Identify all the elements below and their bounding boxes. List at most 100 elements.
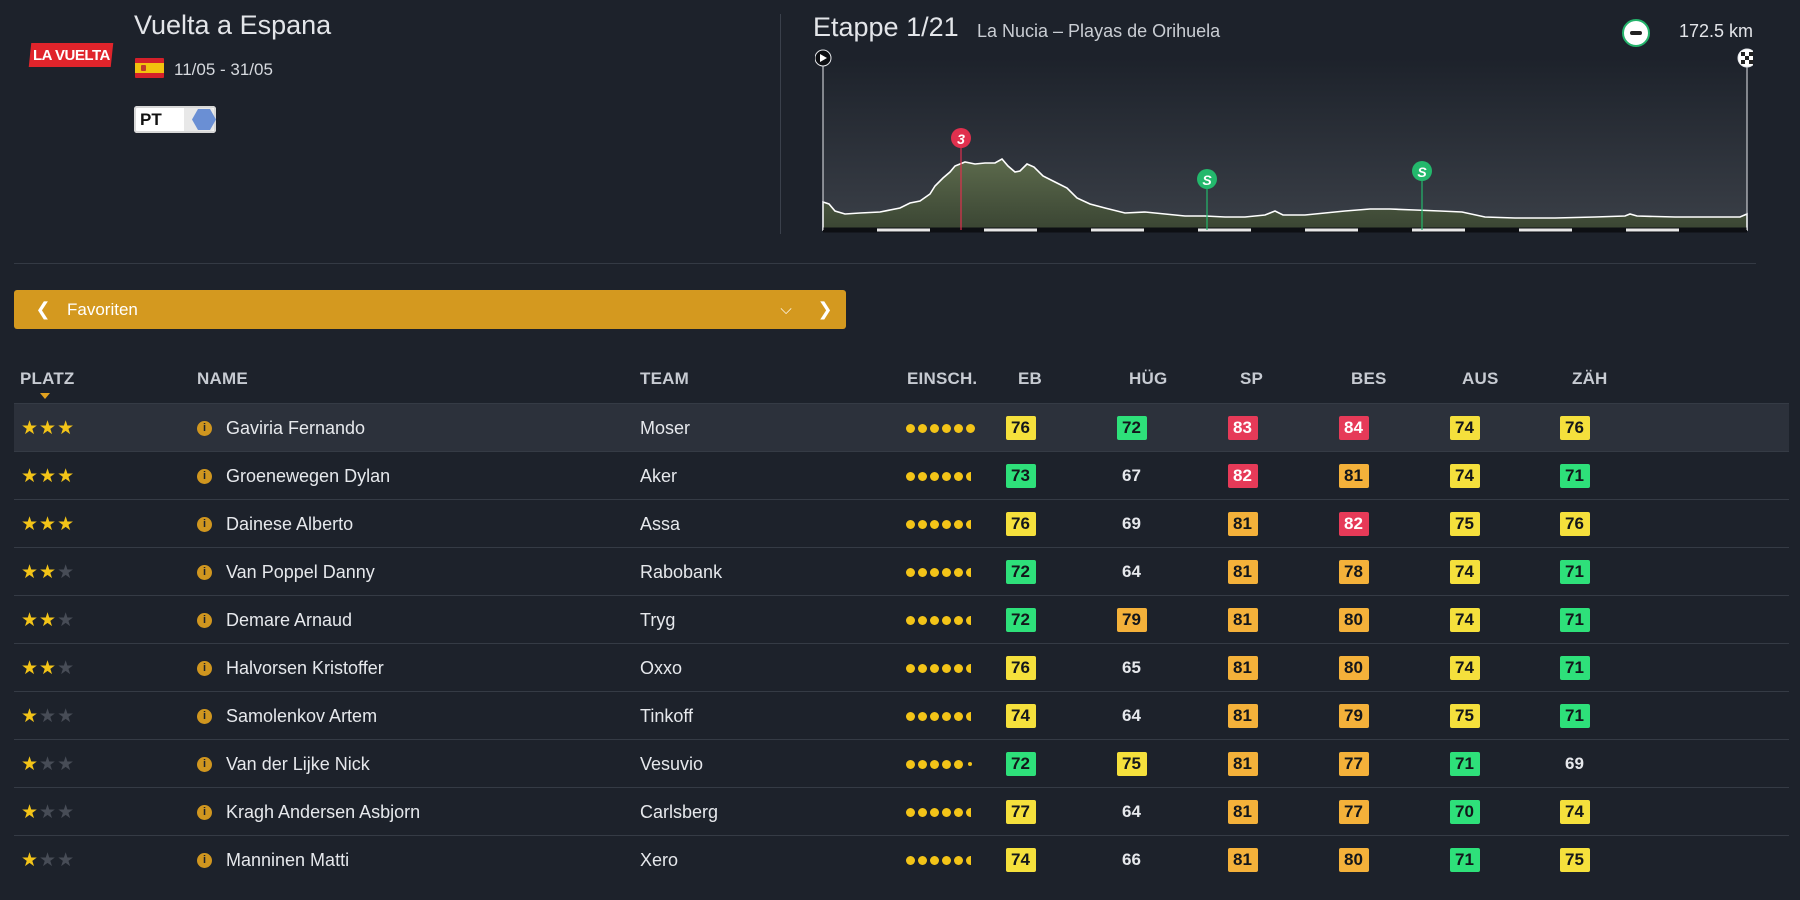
column-header-team[interactable]: TEAM (640, 369, 689, 388)
rider-name[interactable]: Halvorsen Kristoffer (226, 657, 384, 678)
column-header-sp[interactable]: SP (1240, 369, 1264, 388)
table-row[interactable]: ★ ★ ★ i Groenewegen Dylan Aker 73 67 82 81 74 71 (14, 451, 1789, 499)
stat-value: 83 (1227, 416, 1258, 440)
filter-prev-chevron-icon[interactable]: ❮ (35, 299, 51, 319)
filter-label[interactable]: Favoriten (67, 300, 138, 319)
table-row[interactable]: ★ ★ ★ i Demare Arnaud Tryg 72 79 81 80 74 71 (14, 595, 1789, 643)
stat-sp: 82 (1226, 452, 1259, 500)
stat-bes: 77 (1337, 788, 1370, 836)
column-header-name[interactable]: NAME (197, 369, 248, 388)
form-dot (966, 519, 971, 529)
rider-info-cell[interactable]: i (197, 452, 212, 500)
stat-sp: 81 (1226, 500, 1259, 548)
star-icon: ★ (39, 657, 57, 679)
stat-value: 81 (1227, 656, 1258, 680)
column-header-hug[interactable]: HÜG (1129, 369, 1168, 388)
rider-info-cell[interactable]: i (197, 548, 212, 596)
stat-value: 70 (1449, 800, 1480, 824)
rider-name[interactable]: Manninen Matti (226, 849, 350, 870)
star-icon: ★ (57, 561, 75, 583)
filter-next-chevron-icon[interactable]: ❯ (817, 299, 833, 319)
rider-name[interactable]: Samolenkov Artem (226, 705, 378, 726)
stat-sp: 81 (1226, 596, 1259, 644)
rider-info-cell[interactable]: i (197, 500, 212, 548)
stat-value: 73 (1005, 464, 1036, 488)
info-icon[interactable]: i (197, 468, 212, 484)
info-icon[interactable]: i (197, 660, 212, 676)
form-dot (942, 615, 951, 625)
info-icon[interactable]: i (197, 420, 212, 436)
table-row[interactable]: ★ ★ ★ i Samolenkov Artem Tinkoff 74 64 81 79 75 71 (14, 691, 1789, 739)
table-row[interactable]: ★ ★ ★ i Kragh Andersen Asbjorn Carlsberg 77 64 8… (14, 787, 1789, 835)
rider-info-cell[interactable]: i (197, 404, 212, 452)
form-indicator (906, 500, 974, 548)
form-indicator (906, 740, 975, 788)
stat-hug: 66 (1115, 836, 1148, 884)
table-row[interactable]: ★ ★ ★ i Dainese Alberto Assa 76 69 81 82 75 76 (14, 499, 1789, 547)
form-dot (954, 567, 963, 577)
column-header-platz[interactable]: PLATZ (20, 369, 75, 388)
table-row[interactable]: ★ ★ ★ i Van der Lijke Nick Vesuvio 72 75 81 77 71 6… (14, 739, 1789, 787)
table-row[interactable]: ★ ★ ★ i Manninen Matti Xero 74 66 81 80 71 75 (14, 835, 1789, 883)
rider-info-cell[interactable]: i (197, 692, 212, 740)
form-dot (918, 471, 927, 481)
rider-team: Vesuvio (640, 753, 704, 774)
table-row[interactable]: ★ ★ ★ i Halvorsen Kristoffer Oxxo 76 65 81 80 74 71 (14, 643, 1789, 691)
form-dot (930, 807, 939, 817)
info-icon[interactable]: i (197, 612, 212, 628)
column-header-eb[interactable]: EB (1018, 369, 1043, 388)
star-icon: ★ (21, 753, 39, 775)
form-dot (906, 519, 915, 529)
rider-name[interactable]: Groenewegen Dylan (226, 465, 391, 486)
star-icon: ★ (57, 657, 75, 679)
column-header-bes[interactable]: BES (1351, 369, 1387, 388)
rider-info-cell[interactable]: i (197, 596, 212, 644)
stage-profile-chart[interactable]: 3 S S (815, 46, 1753, 236)
distance-icon (1622, 19, 1650, 47)
form-dot (906, 567, 915, 577)
form-dot (954, 807, 963, 817)
stat-value: 72 (1005, 560, 1036, 584)
rider-info-cell[interactable]: i (197, 788, 212, 836)
info-icon[interactable]: i (197, 564, 212, 580)
info-icon[interactable]: i (197, 852, 212, 868)
stat-value: 82 (1338, 512, 1369, 536)
info-icon[interactable]: i (197, 756, 212, 772)
star-icon: ★ (39, 609, 57, 631)
info-icon[interactable]: i (197, 516, 212, 532)
table-row[interactable]: ★ ★ ★ i Van Poppel Danny Rabobank 72 64 81 78 74 71 (14, 547, 1789, 595)
rider-info-cell[interactable]: i (197, 644, 212, 692)
column-header-aus[interactable]: AUS (1462, 369, 1499, 388)
stat-sp: 83 (1226, 404, 1259, 452)
stat-hug: 65 (1115, 644, 1148, 692)
spain-flag-icon (135, 58, 164, 78)
rider-name[interactable]: Dainese Alberto (226, 513, 354, 534)
filter-dropdown-chevron-icon[interactable]: ⌵ (780, 301, 792, 318)
table-row[interactable]: ★ ★ ★ i Gaviria Fernando Moser 76 72 83 84 74 76 (14, 403, 1789, 451)
stat-value: 75 (1449, 512, 1480, 536)
rider-info-cell[interactable]: i (197, 740, 212, 788)
rider-name[interactable]: Kragh Andersen Asbjorn (226, 801, 421, 822)
form-dot (930, 663, 939, 673)
info-icon[interactable]: i (197, 804, 212, 820)
form-dot (966, 663, 971, 673)
rider-name[interactable]: Van der Lijke Nick (226, 753, 370, 774)
column-header-zah[interactable]: ZÄH (1572, 369, 1608, 388)
rider-info-cell[interactable]: i (197, 836, 212, 884)
stat-eb: 72 (1004, 548, 1037, 596)
stat-bes: 80 (1337, 836, 1370, 884)
info-icon[interactable]: i (197, 708, 212, 724)
form-dot (966, 807, 971, 817)
stat-eb: 72 (1004, 740, 1037, 788)
stat-bes: 84 (1337, 404, 1370, 452)
rider-name[interactable]: Gaviria Fernando (226, 417, 366, 438)
column-header-einsch[interactable]: EINSCH. (907, 369, 978, 388)
filter-bar[interactable]: ❮ Favoriten ⌵ ❯ (14, 290, 846, 329)
stat-aus: 74 (1448, 644, 1481, 692)
rider-name[interactable]: Van Poppel Danny (226, 561, 375, 582)
rider-team: Rabobank (640, 561, 723, 582)
rating-stars: ★ ★ ★ (21, 548, 75, 596)
form-indicator (906, 452, 974, 500)
stat-value: 80 (1338, 848, 1369, 872)
rider-name[interactable]: Demare Arnaud (226, 609, 353, 630)
